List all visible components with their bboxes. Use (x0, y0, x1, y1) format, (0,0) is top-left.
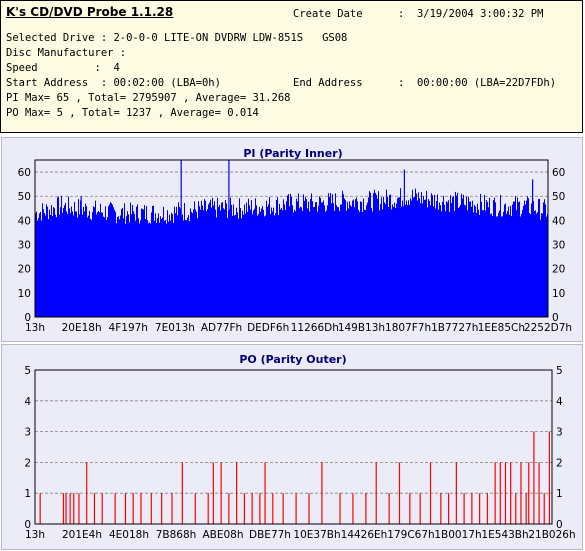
x-tick-label: 10E37Bh (293, 529, 340, 541)
y-tick-label: 0 (24, 519, 31, 531)
x-tick-label: 13h (25, 322, 45, 334)
x-tick-label: 149B13h (338, 322, 385, 334)
x-tick-label: AD77Fh (201, 322, 242, 334)
y-tick-label: 60 (18, 167, 31, 179)
y-tick-label-right: 50 (552, 191, 565, 203)
pi-chart: PI (Parity Inner) 0 10 20 30 40 50 60 0 10 20 30 40… (18, 147, 572, 334)
x-tick-label: 4E018h (109, 529, 149, 541)
create-date-label: Create Date (293, 8, 363, 20)
pi-plot-frame (34, 159, 549, 318)
end-address-label: End Address (293, 77, 363, 89)
y-tick-label-right: 5 (556, 365, 563, 377)
app-title: K's CD/DVD Probe 1.1.28 (6, 5, 174, 19)
x-tick-label: 21B026h (528, 529, 575, 541)
x-tick-label: 2252D7h (524, 322, 572, 334)
x-tick-label: 7E013h (155, 322, 195, 334)
y-tick-label: 2 (24, 457, 31, 469)
x-tick-label: 201E4h (62, 529, 102, 541)
x-tick-label: 7B868h (156, 529, 197, 541)
y-tick-label-right: 30 (552, 240, 565, 252)
x-tick-label: 13h (25, 529, 45, 541)
po-chart: PO (Parity Outer) 0 1 2 3 4 5 0 1 2 3 4 5 13h 201E4h 4… (24, 353, 575, 541)
y-tick-label: 50 (18, 191, 31, 203)
x-tick-label: 4F197h (109, 322, 148, 334)
y-tick-label-right: 0 (556, 519, 563, 531)
end-address-value: : 00:00:00 (LBA=22D7FDh) (398, 77, 557, 89)
y-tick-label: 40 (18, 215, 31, 227)
y-tick-label-right: 0 (552, 312, 559, 324)
x-tick-label: ABE08h (202, 529, 243, 541)
po-chart-panel: PO (Parity Outer) 0 1 2 3 4 5 0 1 2 3 4 5 13h 201E4h 4… (1, 344, 583, 550)
y-tick-label-right: 2 (556, 457, 563, 469)
x-tick-label: DEDF6h (247, 322, 289, 334)
x-tick-label: 14426Eh (341, 529, 388, 541)
y-tick-label-right: 1 (556, 488, 563, 500)
y-tick-label: 0 (24, 312, 31, 324)
y-tick-label: 20 (18, 264, 31, 276)
y-tick-label-right: 4 (556, 396, 563, 408)
pi-chart-panel: PI (Parity Inner) 0 10 20 30 40 50 60 0 10 20 30 40… (1, 137, 583, 342)
x-tick-label: 1B7727h (431, 322, 478, 334)
speed: Speed : 4 (6, 62, 120, 74)
x-tick-label: 11266Dh (291, 322, 339, 334)
y-tick-label: 3 (24, 427, 31, 439)
y-tick-label: 5 (24, 365, 31, 377)
start-address: Start Address : 00:02:00 (LBA=0h) (6, 77, 221, 89)
x-tick-label: 1B0017h (434, 529, 481, 541)
po-plot-frame (34, 369, 553, 525)
y-tick-label-right: 3 (556, 427, 563, 439)
y-tick-label-right: 10 (552, 288, 565, 300)
y-tick-label-right: 40 (552, 215, 565, 227)
y-tick-label: 10 (18, 288, 31, 300)
x-tick-label: DBE77h (249, 529, 291, 541)
probe-info-panel: K's CD/DVD Probe 1.1.28 Create Date : 3/… (0, 0, 583, 133)
x-tick-label: 1EE85Ch (478, 322, 525, 334)
disc-manufacturer: Disc Manufacturer : (6, 47, 127, 59)
x-tick-label: 1807F7h (385, 322, 431, 334)
pi-chart-title: PI (Parity Inner) (243, 147, 342, 160)
y-tick-label-right: 60 (552, 167, 565, 179)
y-tick-label-right: 20 (552, 264, 565, 276)
create-date-value: : 3/19/2004 3:00:32 PM (398, 8, 544, 20)
x-tick-label: 1E543Bh (481, 529, 528, 541)
po-stats: PO Max= 5 , Total= 1237 , Average= 0.014 (6, 107, 259, 119)
y-tick-label: 1 (24, 488, 31, 500)
selected-drive: Selected Drive : 2-0-0-0 LITE-ON DVDRW L… (6, 32, 348, 44)
po-chart-title: PO (Parity Outer) (239, 353, 346, 366)
x-tick-label: 20E18h (62, 322, 102, 334)
y-tick-label: 4 (24, 396, 31, 408)
x-tick-label: 179C67h (387, 529, 434, 541)
y-tick-label: 30 (18, 240, 31, 252)
pi-stats: PI Max= 65 , Total= 2795907 , Average= 3… (6, 92, 291, 104)
